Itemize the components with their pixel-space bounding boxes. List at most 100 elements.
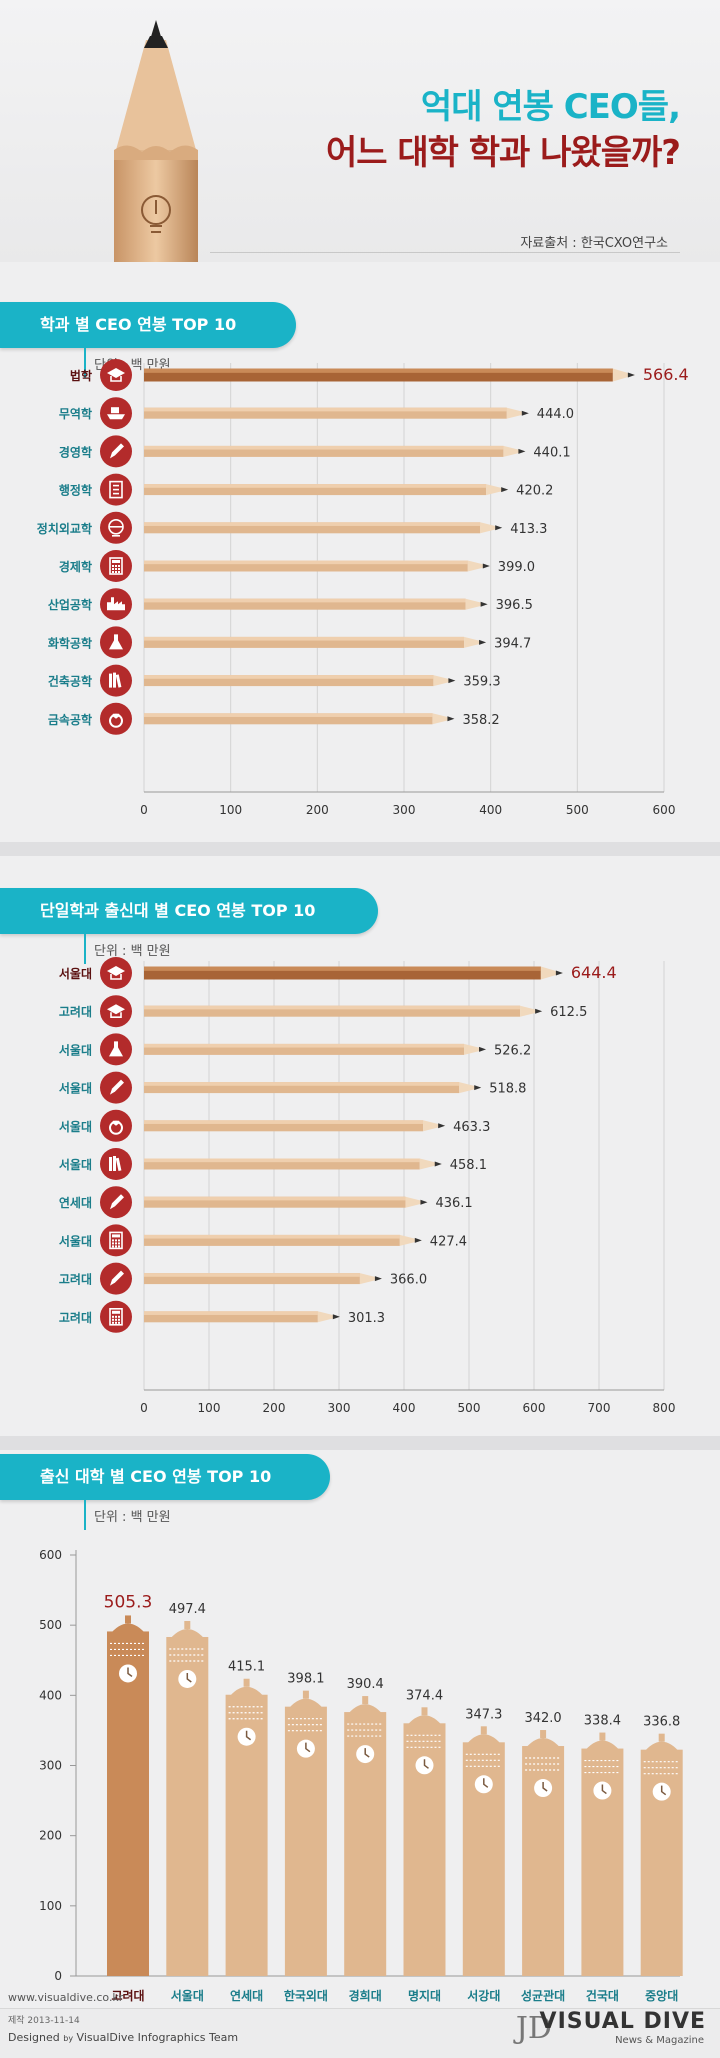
tower-dome xyxy=(346,1704,385,1717)
tower-dome xyxy=(286,1698,325,1711)
pencil-highlight xyxy=(144,560,468,565)
value-label: 374.4 xyxy=(406,1688,443,1703)
tick-label: 600 xyxy=(523,1401,546,1415)
pencil-tip xyxy=(612,368,635,382)
bar xyxy=(144,1082,482,1094)
pencil-tip xyxy=(540,966,563,980)
clock-icon xyxy=(652,1782,671,1801)
tower-dome xyxy=(168,1628,207,1641)
value-label: 394.7 xyxy=(494,636,531,651)
section-divider xyxy=(0,842,720,856)
tick-label: 500 xyxy=(39,1618,62,1632)
site-url[interactable]: www.visualdive.co.kr xyxy=(8,1991,124,2004)
tower-dome xyxy=(583,1740,622,1753)
tick-label: 100 xyxy=(219,803,242,817)
unit-label: 단위 : 백 만원 xyxy=(94,944,171,959)
pencil-highlight xyxy=(144,636,465,641)
pencil-highlight xyxy=(144,966,541,971)
tick-label: 100 xyxy=(39,1899,62,1913)
designed-prefix: Designed xyxy=(8,2031,60,2044)
category-label: 산업공학 xyxy=(48,597,92,612)
pencil-body xyxy=(144,675,434,687)
header-rule xyxy=(210,252,680,253)
bar xyxy=(144,675,456,687)
pencil-lead xyxy=(480,601,488,607)
pencil-tip xyxy=(480,522,503,534)
category-label: 고려대 xyxy=(59,1004,92,1019)
pencil-lead xyxy=(479,639,487,645)
section-label: 학과 별 CEO 연봉 TOP 10 xyxy=(0,302,296,348)
gridlines xyxy=(143,961,665,1390)
bar xyxy=(344,1696,387,1976)
pencil-lead xyxy=(414,1237,422,1243)
pencil-tip xyxy=(359,1273,382,1285)
designed-by: Designed by VisualDive Infographics Team xyxy=(8,2031,238,2044)
value-label: 420.2 xyxy=(516,484,553,499)
pencil-lead xyxy=(434,1161,442,1167)
pencil-tip xyxy=(506,407,529,419)
pencil-body xyxy=(144,1273,360,1285)
category-label: 서울대 xyxy=(59,1081,92,1096)
pencil-body xyxy=(144,1234,400,1246)
pencil-tip xyxy=(317,1311,340,1323)
pencil-lead xyxy=(555,970,563,976)
category-label: 고려대 xyxy=(59,1310,92,1325)
chart-univ-salary: 0 100 200 300 400 500 600 505.3 고려대 497.4 서울대 415.1… xyxy=(39,1548,683,2003)
brand-subtitle: News & Magazine xyxy=(615,2035,704,2046)
category-label: 고려대 xyxy=(59,1272,92,1287)
pencil-body xyxy=(144,1158,420,1170)
tower-dome xyxy=(227,1686,266,1699)
bar xyxy=(107,1615,149,1976)
footer: www.visualdive.co.kr 제작 2013-11-14 Desig… xyxy=(0,1991,720,2058)
category-label: 명지대 xyxy=(408,1988,441,2003)
pencil-highlight xyxy=(144,1234,400,1239)
value-label: 518.8 xyxy=(489,1082,526,1097)
pencil-lead xyxy=(627,372,635,378)
tick-label: 400 xyxy=(39,1688,62,1702)
section-label: 출신 대학 별 CEO 연봉 TOP 10 xyxy=(0,1454,330,1500)
graduation-cap-icon xyxy=(100,957,132,989)
tower-dome xyxy=(464,1734,503,1747)
pencil-highlight xyxy=(144,1196,406,1201)
tower-spire xyxy=(599,1732,606,1741)
flask-icon xyxy=(100,626,132,659)
pencil-tip xyxy=(432,713,455,725)
bar xyxy=(144,1234,422,1246)
pencil-body xyxy=(144,598,466,610)
pencil-lead xyxy=(482,563,490,569)
pencil-body xyxy=(144,1120,424,1132)
bar xyxy=(522,1730,565,1976)
value-label: 427.4 xyxy=(430,1234,467,1249)
pencil-lead xyxy=(501,487,509,493)
tick-label: 500 xyxy=(566,803,589,817)
section-divider xyxy=(0,1436,720,1450)
tick-label: 600 xyxy=(653,803,676,817)
tick-label: 300 xyxy=(393,803,416,817)
tick-label: 200 xyxy=(306,803,329,817)
clock-icon xyxy=(593,1781,612,1800)
tower-spire xyxy=(125,1615,131,1624)
bar xyxy=(144,368,635,382)
ring-icon xyxy=(100,702,132,735)
pencil-body xyxy=(144,445,504,457)
title-line1: 억대 연봉 CEO들, xyxy=(420,87,681,127)
header: 억대 연봉 CEO들, 어느 대학 학과 나왔을까? 자료출처 : 한국CXO연… xyxy=(0,0,720,262)
graduation-cap-icon xyxy=(100,359,132,391)
value-label: 458.1 xyxy=(450,1158,487,1173)
tick-label: 0 xyxy=(140,1401,148,1415)
pencil-highlight xyxy=(144,1082,460,1086)
bar xyxy=(144,484,509,496)
pencil-tip xyxy=(486,484,509,496)
tower-dome xyxy=(405,1715,444,1728)
pencil-highlight xyxy=(144,1273,360,1277)
factory-icon xyxy=(100,588,132,621)
value-label: 359.3 xyxy=(463,675,500,690)
value-label: 440.1 xyxy=(533,445,570,460)
value-label: 390.4 xyxy=(347,1677,384,1692)
pencil-highlight xyxy=(144,1005,521,1010)
pencil-tip xyxy=(405,1196,428,1208)
pencil-highlight xyxy=(144,407,507,412)
designed-by-word: by xyxy=(63,2034,74,2043)
clock-icon xyxy=(237,1727,256,1746)
tick-label: 500 xyxy=(458,1401,481,1415)
